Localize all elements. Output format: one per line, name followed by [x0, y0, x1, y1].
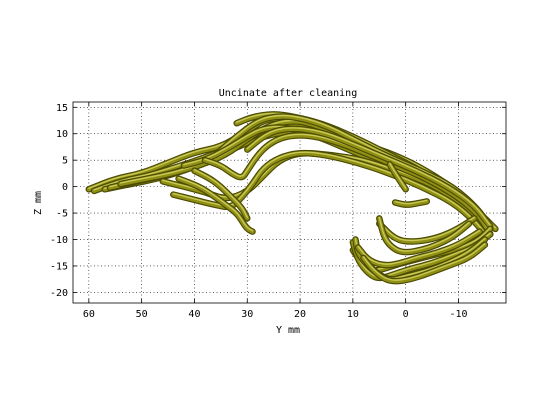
- y-tick-label: 15: [56, 103, 68, 114]
- fiber-highlight: [378, 216, 475, 242]
- fiber-streamline: [349, 230, 494, 282]
- fiber-streamline: [191, 167, 251, 222]
- fiber-body: [377, 216, 477, 244]
- fiber-streamline: [391, 198, 431, 208]
- fiber-streamline: [360, 241, 489, 285]
- y-tick-label: 0: [62, 182, 68, 193]
- fiber-streamline: [376, 215, 478, 245]
- x-tick-label: 30: [241, 309, 253, 320]
- x-axis-label: Y mm: [276, 325, 300, 336]
- fiber-highlight: [193, 169, 248, 219]
- fiber-highlight: [362, 243, 486, 281]
- fiber-body: [245, 126, 493, 229]
- fiber-streamline: [244, 125, 494, 230]
- fiber-highlight: [394, 199, 428, 205]
- fiber-streamline: [386, 161, 409, 193]
- x-tick-label: 50: [136, 309, 148, 320]
- fiber-highlight: [246, 127, 491, 226]
- fiber-highlight: [352, 232, 491, 278]
- fiber-body: [356, 229, 482, 268]
- fiber-body: [377, 216, 472, 255]
- fiber-streamline: [376, 215, 473, 256]
- y-tick-label: 10: [56, 129, 68, 140]
- chart-title: Uncinate after cleaning: [219, 88, 357, 99]
- x-tick-label: 0: [403, 309, 409, 320]
- fiber-highlight: [389, 162, 407, 189]
- x-tick-label: -10: [449, 309, 467, 320]
- fiber-streamline: [354, 228, 483, 269]
- x-tick-label: 20: [294, 309, 306, 320]
- plot-frame: [72, 101, 507, 304]
- x-tick-label: 40: [188, 309, 200, 320]
- fiber-highlight: [177, 177, 254, 232]
- y-tick-label: -10: [50, 235, 68, 246]
- y-axis-label: Z mm: [33, 191, 44, 215]
- fiber-highlight: [357, 229, 481, 265]
- fiber-bundle: [85, 111, 499, 285]
- fiber-body: [361, 242, 487, 284]
- fiber-body: [393, 199, 429, 207]
- y-tick-label: -20: [50, 288, 68, 299]
- y-tick-label: 5: [62, 156, 68, 167]
- x-tick-label: 10: [347, 309, 359, 320]
- fiber-highlight: [378, 216, 470, 252]
- x-tick-label: 60: [83, 309, 95, 320]
- y-tick-label: -15: [50, 261, 68, 272]
- fiber-streamline: [175, 175, 256, 235]
- y-tick-label: -5: [56, 209, 68, 220]
